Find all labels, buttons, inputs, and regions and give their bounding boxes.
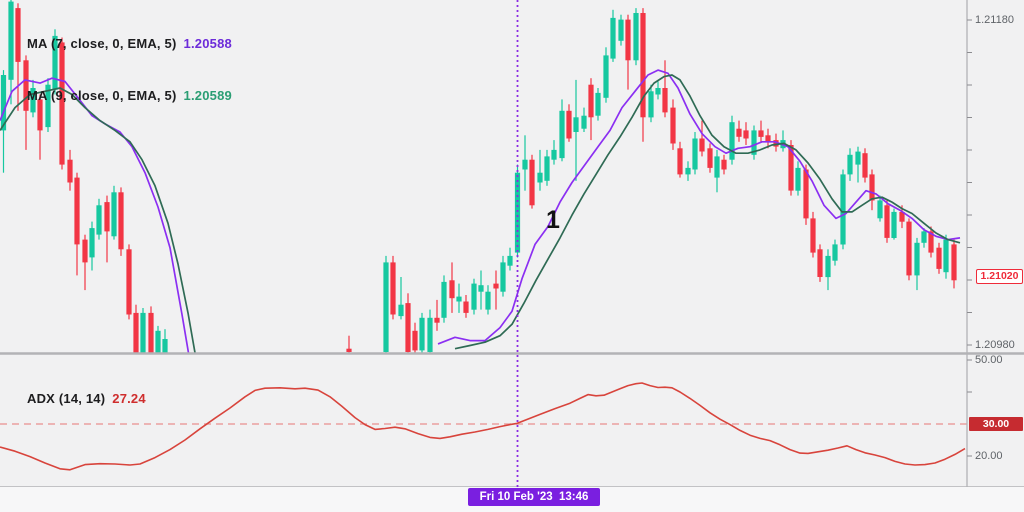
price-axis-label-1: 1.20980 bbox=[975, 339, 1015, 351]
time-crosshair-badge: Fri 10 Feb '23 13:46 bbox=[468, 488, 600, 506]
ma-slow-legend-value: 1.20589 bbox=[183, 88, 232, 103]
adx-level-badge: 30.00 bbox=[969, 417, 1023, 431]
adx-legend-row[interactable]: ADX (14, 14) 27.24 bbox=[27, 388, 146, 410]
ma-fast-legend-value: 1.20588 bbox=[183, 36, 232, 51]
adx-legend-label: ADX (14, 14) bbox=[27, 391, 106, 406]
adx-line-series bbox=[0, 382, 966, 471]
price-axis-label-0: 1.21180 bbox=[975, 14, 1014, 26]
wave-annotation[interactable]: 1 bbox=[546, 206, 560, 234]
candlestick-series bbox=[0, 0, 957, 353]
ma-fast-legend-label: MA (7, close, 0, EMA, 5) bbox=[27, 36, 177, 51]
adx-axis-label-1: 20.00 bbox=[975, 450, 1003, 462]
ma-legend: MA (7, close, 0, EMA, 5) 1.20588 MA (9, c… bbox=[27, 3, 232, 137]
ma-slow-legend-label: MA (9, close, 0, EMA, 5) bbox=[27, 88, 177, 103]
adx-legend: ADX (14, 14) 27.24 bbox=[27, 358, 146, 440]
price-axis[interactable] bbox=[967, 0, 1024, 487]
moving-average-lines bbox=[0, 69, 961, 353]
ma-slow-legend-row[interactable]: MA (9, close, 0, EMA, 5) 1.20589 bbox=[27, 85, 232, 107]
adx-legend-value: 27.24 bbox=[112, 391, 146, 406]
ma-fast-legend-row[interactable]: MA (7, close, 0, EMA, 5) 1.20588 bbox=[27, 33, 232, 55]
adx-axis-label-0: 50.00 bbox=[975, 354, 1003, 366]
last-price-badge: 1.21020 bbox=[976, 269, 1023, 284]
